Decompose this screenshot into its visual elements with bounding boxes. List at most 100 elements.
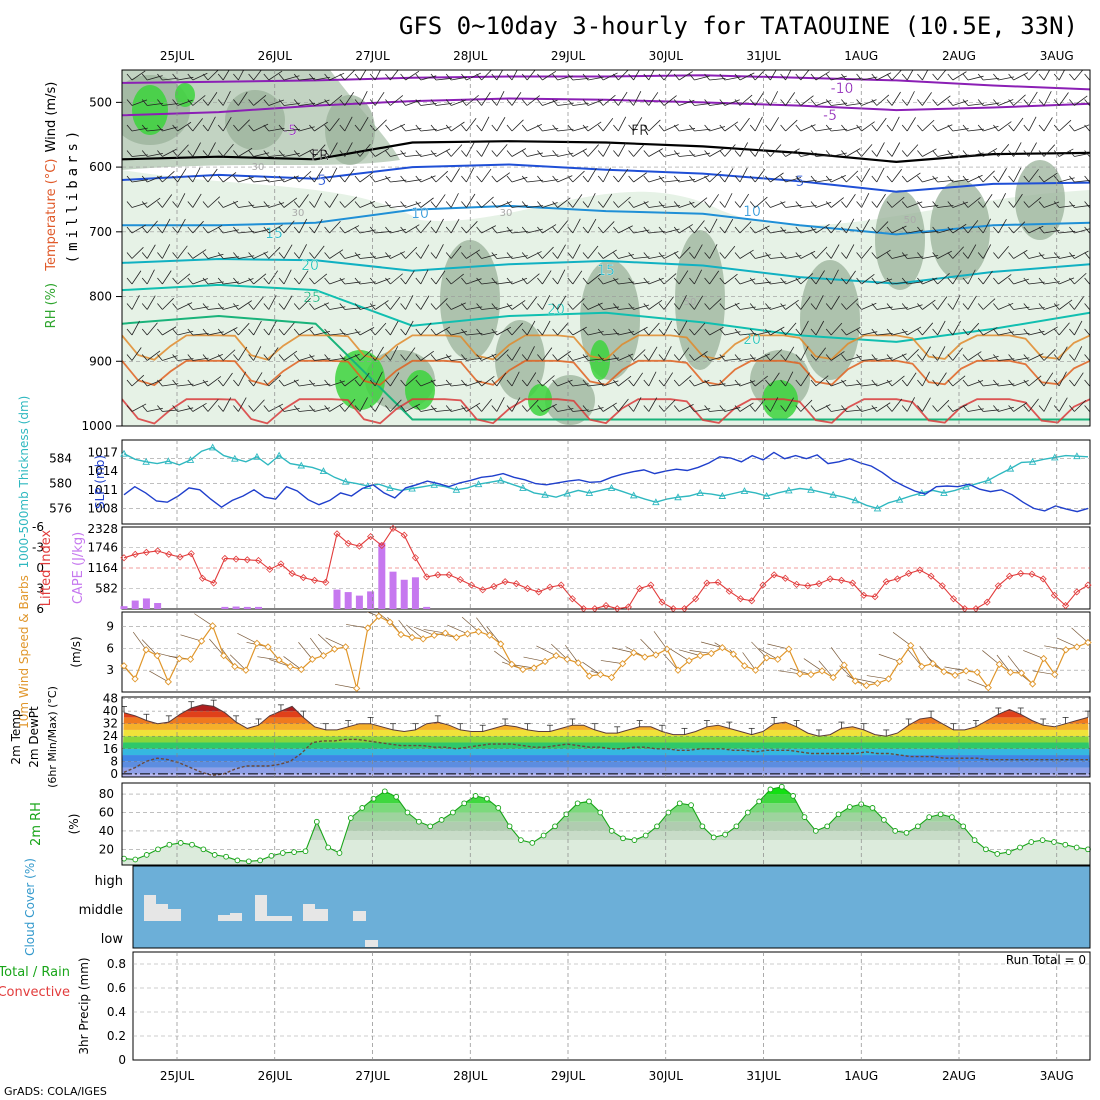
wind-barb-flag <box>795 354 802 361</box>
wind-barb-flag <box>354 405 361 412</box>
wind-speed-marker <box>308 655 317 663</box>
wind-barb-flag <box>871 73 878 81</box>
wind-barb-flag <box>476 175 482 183</box>
wind-barb <box>739 249 754 259</box>
wind-barb-flag <box>537 99 543 106</box>
wind-barb-flag <box>1084 150 1090 157</box>
wind-barb <box>344 142 353 157</box>
lifted-index-marker <box>299 574 307 582</box>
thickness-marker <box>829 490 837 498</box>
wind-barb-flag <box>461 175 467 183</box>
rh2m-marker <box>903 829 910 836</box>
wind-barb <box>754 142 764 157</box>
rh2m-marker <box>381 788 388 795</box>
wind-barb-flag <box>1023 73 1030 81</box>
surface-barb <box>1023 650 1044 659</box>
wind-speed-marker <box>840 661 848 669</box>
lifted-index-marker <box>546 583 554 591</box>
rh2m-marker <box>676 800 683 807</box>
wind-barb <box>131 374 145 387</box>
wind-speed-marker <box>1006 668 1015 677</box>
wind-barb-flag <box>658 303 665 310</box>
wind-barb <box>450 273 464 285</box>
wind-barb <box>754 196 768 208</box>
rh2m-marker <box>983 846 989 853</box>
wind-barb <box>709 326 724 336</box>
contour-label: 30 <box>292 208 305 219</box>
ua-tick-label: 500 <box>89 95 112 109</box>
wind-barb-flag <box>415 99 422 106</box>
contour-label: FR <box>311 148 329 164</box>
wind-barb <box>238 300 252 310</box>
wind-barb-flag <box>248 99 254 106</box>
wind-barb <box>998 245 1009 259</box>
wind-barb-flag <box>1084 175 1090 183</box>
wind-barb-flag <box>521 150 528 157</box>
wind-barb <box>374 70 381 81</box>
lifted-index-marker <box>1005 572 1014 580</box>
wind-barb-flag <box>947 277 954 285</box>
wind-barb-flag <box>233 328 239 336</box>
lifted-index-marker <box>277 560 285 568</box>
surface-barb <box>689 650 712 654</box>
wind-barb-flag <box>689 379 695 387</box>
wind-barb <box>633 117 643 132</box>
wind-barb-flag <box>886 277 893 285</box>
lifted-index-marker <box>826 575 834 583</box>
wind-barb-flag <box>901 73 908 81</box>
wind-barb-flag <box>582 99 589 106</box>
wind-barb-flag <box>309 303 315 310</box>
wind-barb-flag <box>962 124 969 132</box>
wind-barb-flag <box>947 379 954 387</box>
wind-barb <box>466 94 479 106</box>
wind-barb-flag <box>856 252 862 259</box>
wind-barb-flag <box>187 226 194 234</box>
lifted-index-marker <box>748 597 756 605</box>
wind-barb <box>678 71 693 81</box>
wind-barb <box>420 103 437 106</box>
rh2m-marker <box>937 811 944 818</box>
wind-barb <box>1013 142 1022 157</box>
wind-barb <box>876 333 893 336</box>
wind-barb <box>1089 359 1090 361</box>
wind-barb <box>314 99 330 106</box>
wind-barb-flag <box>841 175 847 183</box>
wind-barb <box>390 346 399 361</box>
rh2m-marker <box>620 835 626 842</box>
wind-barb-flag <box>1069 328 1075 336</box>
thickness-marker <box>386 483 394 491</box>
wind-barb-flag <box>491 226 498 234</box>
wind-barb <box>283 350 298 361</box>
wind-barb-flag <box>795 150 802 157</box>
wind-barb-flag <box>476 277 482 285</box>
wind-speed-marker <box>508 660 516 669</box>
lifted-index-marker <box>804 582 812 590</box>
wind-barb-flag <box>704 277 710 285</box>
li-tick-label: 6 <box>36 602 44 616</box>
wind-barb-flag <box>734 226 741 234</box>
lifted-index-marker <box>815 580 823 588</box>
wind-barb-flag <box>324 379 330 387</box>
wind-barb <box>222 116 232 132</box>
wind-barb <box>192 193 202 208</box>
rh-blob <box>440 240 500 360</box>
wind-barb <box>663 250 679 259</box>
wind-barb-flag <box>385 277 391 285</box>
wind-barb-flag <box>233 379 239 387</box>
wind-barb-flag <box>689 150 695 157</box>
wind-barb-flag <box>537 252 543 259</box>
wind-barb-flag <box>795 99 802 106</box>
wind-barb-flag <box>415 226 422 234</box>
wind-barb <box>481 70 493 81</box>
wind-barb-flag <box>309 175 315 183</box>
rh2m-marker <box>132 856 139 863</box>
wind-barb-flag <box>567 303 574 310</box>
wind-barb <box>633 91 642 106</box>
dewpt-ylabel: 2m DewPt <box>27 706 41 768</box>
wind-barb <box>663 179 680 183</box>
ua-tick-label: 600 <box>89 160 112 174</box>
wind-barb <box>511 176 528 183</box>
wind-speed-marker <box>641 653 649 661</box>
wind-barb <box>876 380 893 387</box>
date-label-bottom: 3AUG <box>1040 1069 1074 1083</box>
